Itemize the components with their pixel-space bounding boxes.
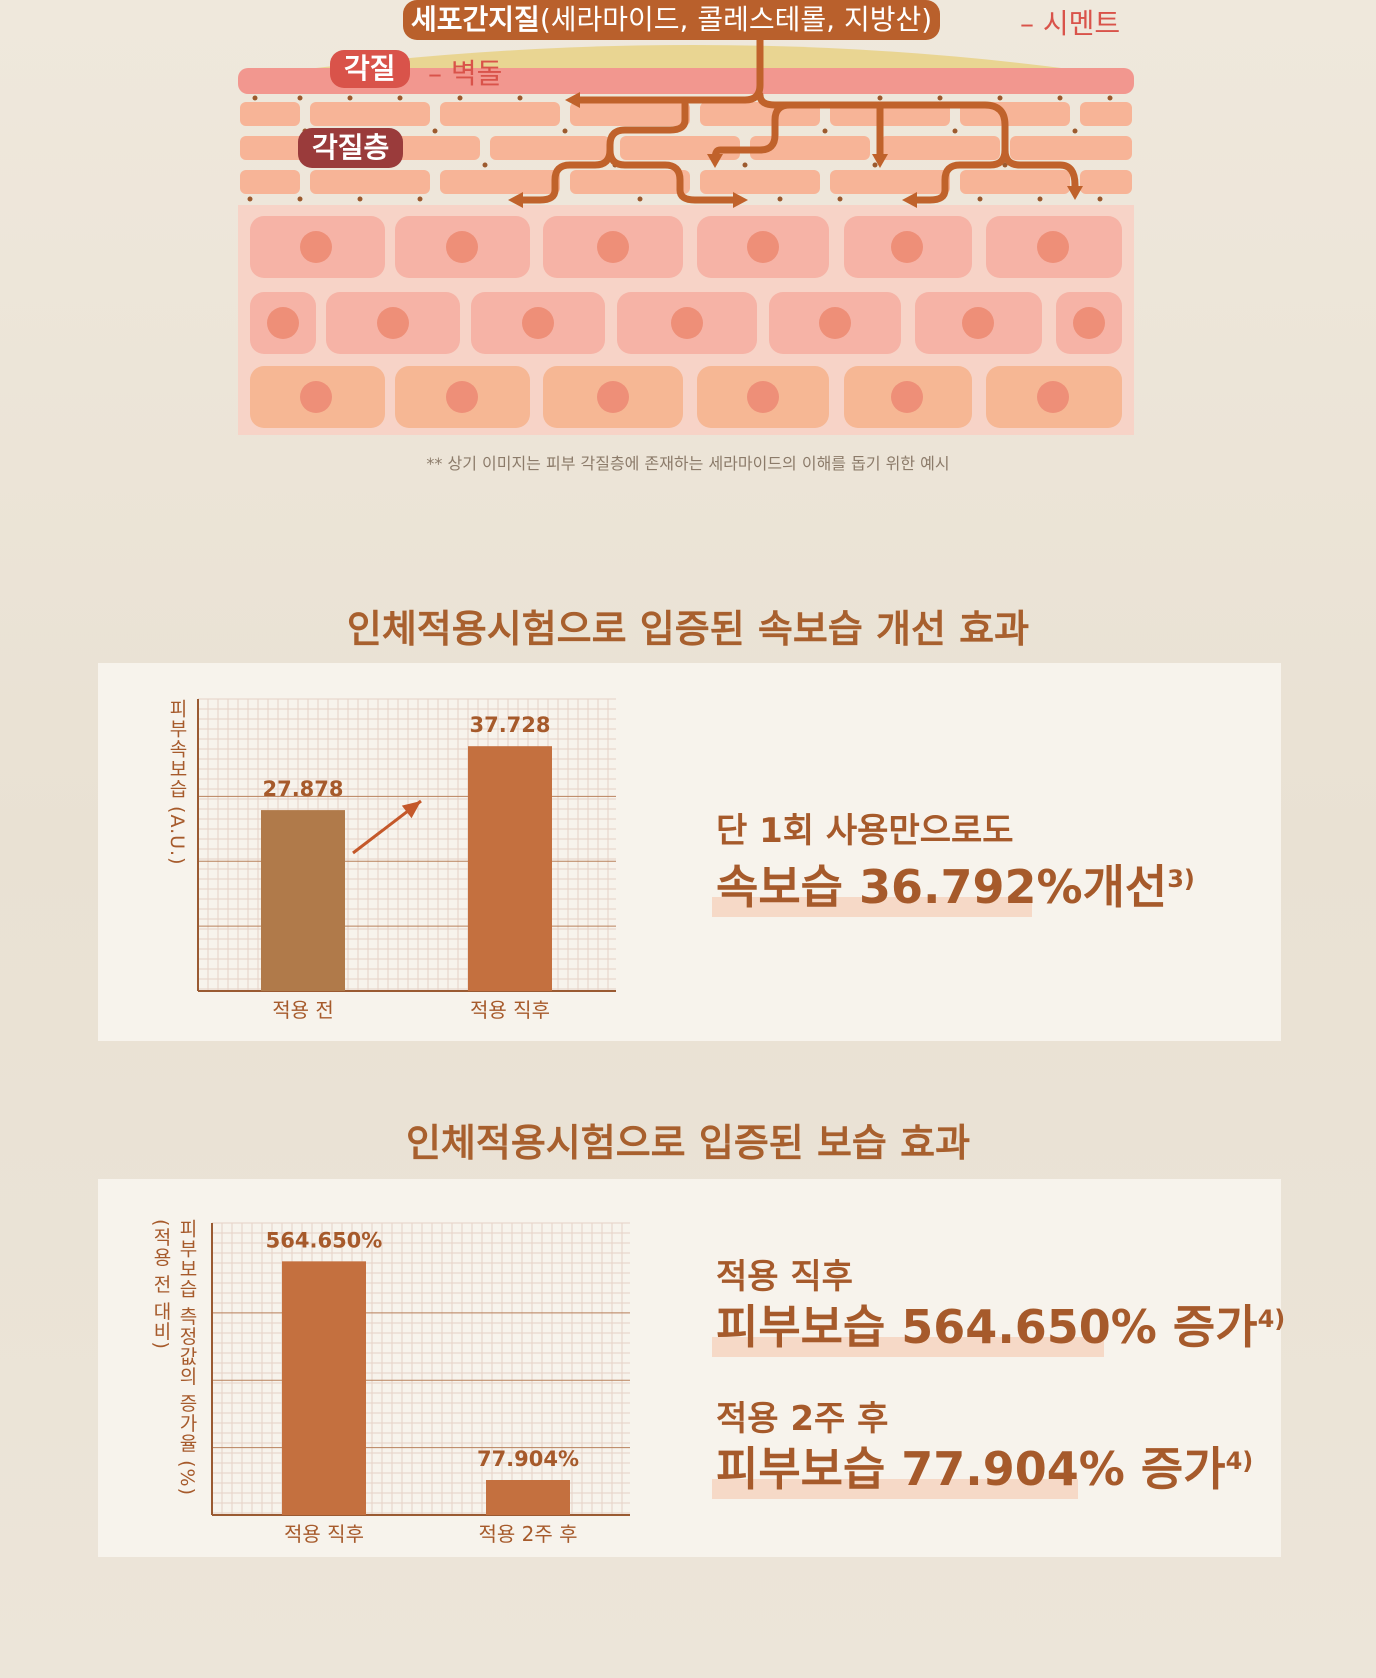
- section1-claim-line1: 단 1회 사용만으로도: [716, 811, 1014, 851]
- section1-title: 인체적용시험으로 입증된 속보습 개선 효과: [346, 607, 1030, 651]
- section2-claim2-line1: 적용 2주 후: [716, 1399, 889, 1439]
- section2-claim1-text: 피부보습 564.650% 증가: [716, 1300, 1258, 1354]
- section1-claim-text: 속보습 36.792%개선: [716, 860, 1168, 914]
- chart-grid: [197, 698, 616, 991]
- increase-arrow-head: [401, 801, 421, 819]
- section2-y-axis-label: 피부보습 측정값의 증가율 (%): [176, 1219, 198, 1496]
- bar: [261, 810, 345, 991]
- intercellular-lipid-tag: 세포간지질(세라마이드, 콜레스테롤, 지방산): [403, 0, 941, 40]
- section2-claim1-line1: 적용 직후: [716, 1257, 853, 1297]
- cement-label: – 시멘트: [1020, 7, 1121, 40]
- x-tick-label: 적용 전: [272, 998, 334, 1022]
- section1-y-axis-label: 피부속보습 (A.U.): [166, 699, 188, 866]
- section1-panel: 피부속보습 (A.U.) 27.878 적용 전 37.728 적용 직후 단 1회 …: [98, 663, 1281, 1041]
- skin-layer-illustration: [238, 36, 1134, 435]
- chart-grid: [211, 1222, 630, 1515]
- bar: [282, 1261, 366, 1515]
- section2-claim1-line2: 피부보습 564.650% 증가4): [712, 1291, 1286, 1357]
- section2-claim2-highlight: [712, 1479, 1078, 1499]
- section1-claim-line2: 속보습 36.792%개선3): [712, 851, 1195, 917]
- bar: [486, 1480, 570, 1515]
- section2-y-axis-sublabel: (적용 전 대비): [150, 1219, 172, 1350]
- diagram-footnote: ** 상기 이미지는 피부 각질층에 존재하는 세라마이드의 이해를 돕기 위한…: [426, 454, 950, 473]
- section1-bar-chart: 27.878 적용 전 37.728 적용 직후: [197, 698, 616, 1022]
- stratum-corneum-tag: 각질층: [298, 128, 404, 168]
- bar-value-label: 37.728: [469, 713, 550, 737]
- section2-panel: (적용 전 대비) 피부보습 측정값의 증가율 (%) 564.650% 적용 직…: [98, 1179, 1285, 1557]
- x-tick-label: 적용 2주 후: [478, 1522, 577, 1546]
- x-tick-label: 적용 직후: [470, 998, 550, 1022]
- section2-bar-chart: 564.650% 적용 직후 77.904% 적용 2주 후: [211, 1222, 630, 1546]
- section1-claim-highlight: [712, 897, 1032, 917]
- keratin-tag: 각질: [330, 50, 410, 88]
- section2-claim1-highlight: [712, 1337, 1104, 1357]
- x-tick-label: 적용 직후: [284, 1522, 364, 1546]
- skin-structure-diagram: 세포간지질(세라마이드, 콜레스테롤, 지방산) – 시멘트 각질 – 벽돌 각…: [0, 0, 1376, 480]
- section2-claim2-line2: 피부보습 77.904% 증가4): [712, 1433, 1254, 1499]
- section2-claim2-text: 피부보습 77.904% 증가: [716, 1442, 1226, 1496]
- bar: [468, 746, 552, 991]
- intercellular-lipid-title: 세포간지질: [411, 3, 540, 36]
- bar-value-label: 27.878: [262, 777, 343, 801]
- section1-claim-footnote-ref: 3): [1167, 864, 1195, 893]
- section2-claim2-footnote-ref: 4): [1225, 1446, 1254, 1475]
- bar-value-label: 77.904%: [477, 1447, 579, 1471]
- section2-title: 인체적용시험으로 입증된 보습 효과: [405, 1121, 971, 1165]
- section2-claim1-footnote-ref: 4): [1257, 1304, 1286, 1333]
- brick-label: – 벽돌: [428, 57, 503, 90]
- bar-value-label: 564.650%: [266, 1228, 383, 1252]
- intercellular-lipid-components: (세라마이드, 콜레스테롤, 지방산): [539, 3, 933, 36]
